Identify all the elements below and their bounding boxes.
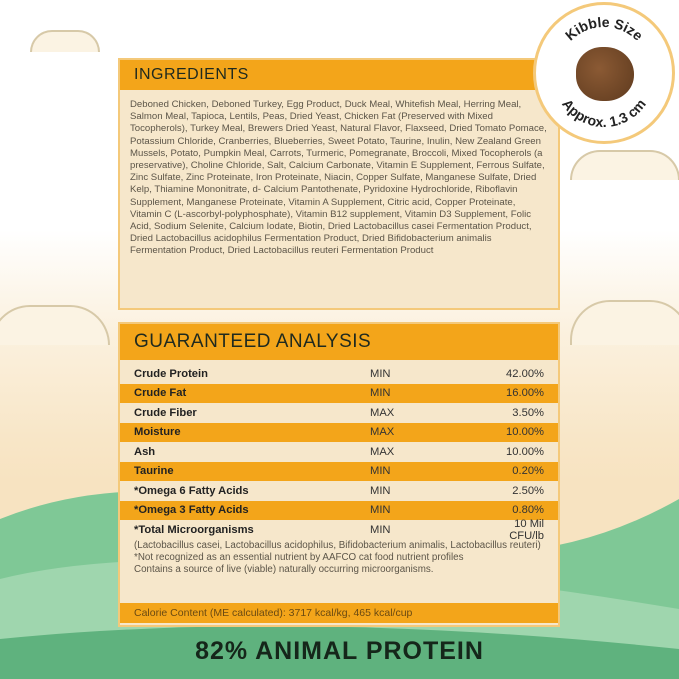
min-max: MAX [370,445,395,458]
nutrient-name: Taurine [134,465,174,478]
cloud [570,150,679,180]
min-max: MAX [370,406,395,419]
analysis-row: Crude Protein MIN 42.00% [120,364,558,384]
nutrient-value: 0.80% [512,504,544,517]
nutrient-value: 10.00% [506,426,544,439]
strains-note: (Lactobacillus casei, Lactobacillus acid… [134,539,541,551]
analysis-row: Crude Fat MIN 16.00% [120,383,558,403]
analysis-row: Ash MAX 10.00% [120,442,558,462]
nutrient-name: *Total Microorganisms [134,523,254,536]
min-max: MIN [370,465,391,478]
nutrient-name: Crude Protein [134,367,208,380]
analysis-row: Crude Fiber MAX 3.50% [120,403,558,423]
cloud [570,300,679,345]
nutrient-value: 42.00% [506,367,544,380]
guaranteed-analysis-panel: GUARANTEED ANALYSIS Crude Protein MIN 42.0… [118,322,560,627]
nutrient-name: Moisture [134,426,181,439]
kibble-size-badge: Kibble Size Approx. 1.3 cm [533,2,675,144]
analysis-title: GUARANTEED ANALYSIS [120,324,558,360]
nutrient-name: Ash [134,445,156,458]
analysis-row: Taurine MIN 0.20% [120,461,558,481]
live-note: Contains a source of live (viable) natur… [134,563,434,575]
ingredients-title: INGREDIENTS [120,60,558,90]
analysis-row: *Total Microorganisms MIN 10 Mil CFU/lb [120,517,558,542]
nutrient-name: Crude Fat [134,387,187,400]
analysis-row: *Omega 6 Fatty Acids MIN 2.50% [120,481,558,501]
aafco-note: *Not recognized as an essential nutrient… [134,551,464,563]
cloud [30,30,100,52]
nutrient-value: 10.00% [506,445,544,458]
nutrient-value: 3.50% [512,406,544,419]
cloud [0,305,110,345]
min-max: MIN [370,484,391,497]
analysis-row: Moisture MAX 10.00% [120,422,558,442]
min-max: MIN [370,367,391,380]
nutrient-value: 2.50% [512,484,544,497]
min-max: MIN [370,387,391,400]
nutrient-value: 10 Mil CFU/lb [509,517,544,542]
calorie-content: Calorie Content (ME calculated): 3717 kc… [120,603,558,623]
protein-headline: 82% ANIMAL PROTEIN [195,637,484,665]
nutrient-name: *Omega 6 Fatty Acids [134,484,249,497]
nutrient-name: *Omega 3 Fatty Acids [134,504,249,517]
min-max: MAX [370,426,395,439]
min-max: MIN [370,523,391,536]
ingredients-list: Deboned Chicken, Deboned Turkey, Egg Pro… [130,99,547,257]
kibble-size-label: Kibble Size [562,14,646,44]
nutrient-value: 16.00% [506,387,544,400]
nutrient-name: Crude Fiber [134,406,197,419]
nutrient-value: 0.20% [512,465,544,478]
kibble-image [576,47,634,101]
analysis-row: *Omega 3 Fatty Acids MIN 0.80% [120,500,558,520]
min-max: MIN [370,504,391,517]
ingredients-panel: INGREDIENTS Deboned Chicken, Deboned Tur… [118,58,560,310]
svg-text:Kibble Size: Kibble Size [562,14,646,44]
